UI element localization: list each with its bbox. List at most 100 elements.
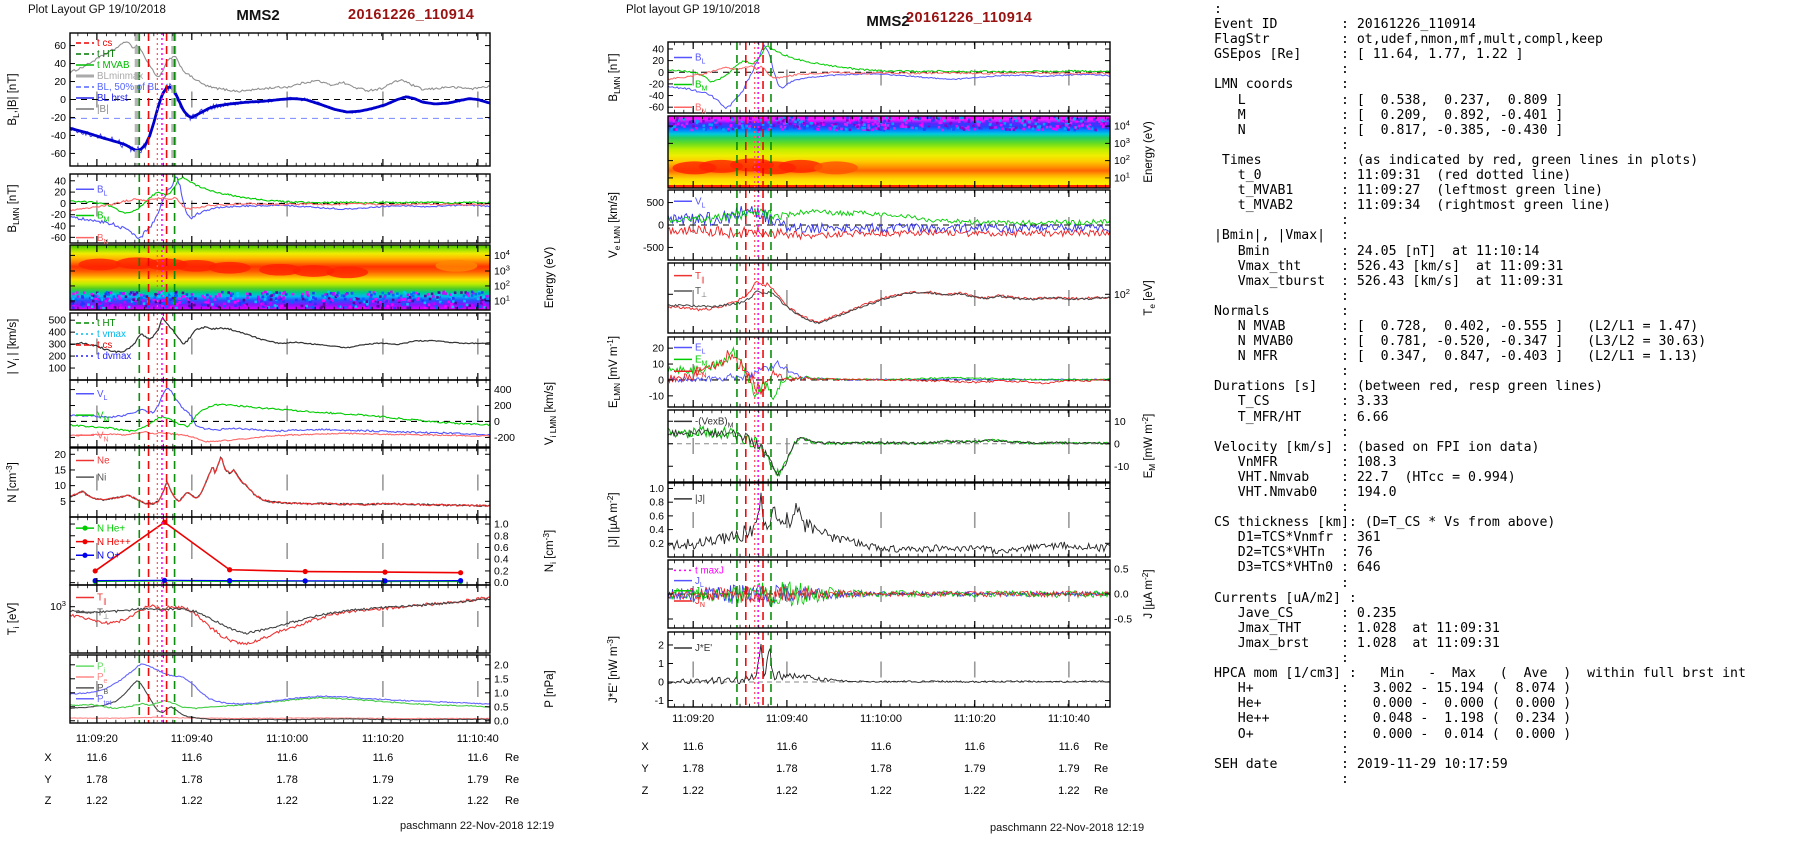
y-tick-label: -1 xyxy=(655,695,664,707)
y-tick-label: 500 xyxy=(48,315,66,327)
y-tick-label: 0.6 xyxy=(494,542,509,554)
y-tick-label: 400 xyxy=(494,384,512,396)
y-axis-label: ELMN​ [mV m-1​] xyxy=(606,336,622,408)
y-tick-label: 0.4 xyxy=(649,524,664,536)
y-axis-label: Vi LMN​ [km/s] xyxy=(544,382,558,445)
x-tick-label: 11:09:40 xyxy=(171,733,213,745)
legend-label: BL​ xyxy=(97,184,108,197)
series-J_L xyxy=(668,583,1110,607)
series-V_M xyxy=(668,207,1110,226)
pos-row-label: Z xyxy=(642,785,649,797)
pos-unit: Re xyxy=(505,774,519,786)
y-tick-label: 102​ xyxy=(1114,153,1130,167)
series-E_M xyxy=(668,346,1110,401)
y-tick-label: 60 xyxy=(54,40,66,52)
pos-value: 1.22 xyxy=(467,795,488,807)
y-tick-label: -0.5 xyxy=(1114,614,1132,626)
y-tick-label: 20 xyxy=(652,55,664,67)
series-P_tot xyxy=(70,663,490,705)
legend-label: T⊥​ xyxy=(695,286,707,299)
pos-value: 1.79 xyxy=(467,774,488,786)
pos-unit: Re xyxy=(1094,741,1108,753)
y-tick-label: -40 xyxy=(51,130,66,142)
series-B_M xyxy=(70,175,490,214)
series-B_L xyxy=(668,43,1110,110)
y-tick-label: 0.8 xyxy=(494,530,509,542)
panel-e_spect: 104​ 103​ 102​ 101​ Energy (eV) xyxy=(667,115,1155,189)
pos-row-label: Y xyxy=(641,763,649,775)
y-tick-label: -40 xyxy=(649,90,664,102)
legend-label: T⊥​ xyxy=(97,608,109,621)
legend-label: N He+ xyxy=(97,523,125,534)
y-tick-label: -200 xyxy=(494,432,515,444)
series-J_N xyxy=(668,585,1110,604)
y-axis-label: J*E' [nW m-3​] xyxy=(606,636,620,703)
legend-label: BLminmax xyxy=(97,71,143,82)
pos-row-label: X xyxy=(44,752,52,764)
legend-label: BL brst xyxy=(97,93,128,104)
legend-label: EN​ xyxy=(695,367,707,380)
y-tick-label: 0 xyxy=(658,677,664,689)
x-tick-label: 11:10:20 xyxy=(954,713,996,725)
series-P_e xyxy=(70,716,490,720)
y-tick-label: 0.5 xyxy=(1114,564,1129,576)
y-tick-label: 1.0 xyxy=(649,483,664,495)
y-axis-label: Energy (eV) xyxy=(1143,121,1155,183)
y-tick-label: 0 xyxy=(60,94,66,106)
y-tick-label: -10 xyxy=(1114,461,1129,473)
y-axis-label: N [cm-3​] xyxy=(5,462,19,503)
legend-label: t MVAB xyxy=(97,60,130,71)
y-tick-label: 40 xyxy=(54,58,66,70)
left-figure-footer: paschmann 22-Nov-2018 12:19 xyxy=(400,820,555,832)
pos-value: 1.78 xyxy=(682,763,703,775)
series-V_L xyxy=(70,387,490,436)
legend-label: JM​ xyxy=(695,586,706,599)
legend-label: T∥​ xyxy=(695,271,705,284)
legend-label: t cs xyxy=(97,340,112,351)
series-B_L xyxy=(70,176,490,240)
y-tick-label: 0.0 xyxy=(1114,589,1129,601)
legend-label: JN​ xyxy=(695,596,705,609)
pos-value: 1.22 xyxy=(372,795,393,807)
pos-value: 11.6 xyxy=(87,752,108,764)
y-tick-label: 101​ xyxy=(1114,170,1130,184)
y-tick-label: 10 xyxy=(1114,416,1126,428)
legend-label: -(VexB)M​ xyxy=(695,417,734,430)
panel-E_LMN: 20 10 0 -10 EL​EM​EN​ ELMN​ [mV m-1​] xyxy=(606,336,1111,408)
series-V_N xyxy=(668,224,1110,241)
legend-label: BN​ xyxy=(97,233,109,246)
x-tick-label: 11:10:40 xyxy=(1048,713,1090,725)
y-tick-label: 103​ xyxy=(50,599,66,613)
legend-label: Ne xyxy=(97,456,110,467)
y-tick-label: 10 xyxy=(54,480,66,492)
legend-label: J*E' xyxy=(695,643,712,654)
legend-label: BM​ xyxy=(695,80,708,93)
left-figure-title: MMS2 xyxy=(236,7,280,24)
pos-value: 1.22 xyxy=(870,785,891,797)
pos-value: 1.22 xyxy=(776,785,797,797)
y-tick-label: 200 xyxy=(494,400,512,412)
panel-Ti: 103​ T∥​ T⊥​ Ti​ [eV] xyxy=(7,584,491,654)
pos-value: 11.6 xyxy=(277,752,298,764)
y-tick-label: -60 xyxy=(649,102,664,114)
pos-value: 1.79 xyxy=(372,774,393,786)
series-T_par xyxy=(668,281,1110,324)
y-tick-label: -20 xyxy=(51,112,66,124)
info-panel: : Event ID : 20161226_110914 FlagStr : o… xyxy=(1213,2,1746,787)
legend-label: Pe​ xyxy=(97,672,108,685)
pos-value: 11.6 xyxy=(871,741,892,753)
x-tick-label: 11:10:00 xyxy=(860,713,902,725)
middle-figure-title: MMS2 xyxy=(866,13,910,30)
y-tick-label: 40 xyxy=(652,43,664,55)
panel-VeLMN: 500 0 -500 VL​ Ve LMN​ [km/s] xyxy=(608,189,1111,261)
legend-label: BL, 50% of BL xyxy=(97,82,160,93)
y-tick-label: 0.6 xyxy=(649,510,664,522)
panel-Te: 102​ T∥​ T⊥​ Te​ [eV] xyxy=(667,262,1157,334)
x-tick-label: 11:10:40 xyxy=(457,733,499,745)
y-tick-label: 1 xyxy=(658,658,664,670)
y-tick-label: 0 xyxy=(60,198,66,210)
